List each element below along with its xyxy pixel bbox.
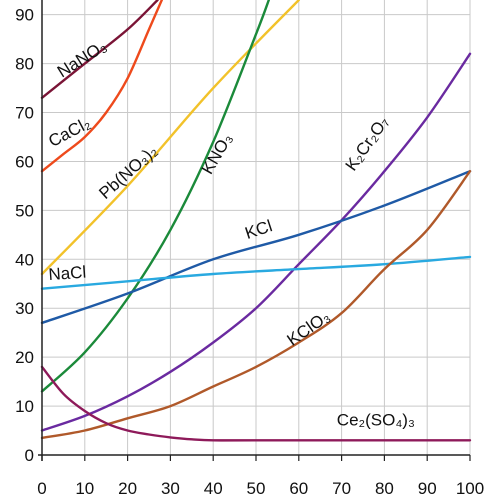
x-tick-label: 60 [289,479,308,498]
y-tick-label: 90 [15,6,34,25]
x-tick-label: 20 [118,479,137,498]
series-line-cacl2 [40,0,163,173]
y-tick-label: 50 [15,201,34,220]
x-tick-label: 90 [418,479,437,498]
y-tick-label: 70 [15,104,34,123]
series-line-k2cr2o7 [40,52,472,432]
y-tick-label: 40 [15,250,34,269]
y-tick-label: 10 [15,397,34,416]
series-line-nano3 [40,0,159,99]
tick-layer: 0 10 20 30 40 50 60 70 80 90 100 0 10 20 30 40 50 60 70 80 9… [15,0,484,498]
y-tick-label: 30 [15,299,34,318]
series-line-kcl [40,170,472,325]
x-tick-label: 10 [75,479,94,498]
series-line-pb-no3-2 [40,0,300,276]
grid-layer [41,0,471,456]
series-line-kno3 [40,0,270,393]
series-label: NaCl [48,263,87,285]
x-tick-label: 100 [456,479,484,498]
series-line-ce2-so4-3 [40,365,472,442]
y-tick-label: 60 [15,152,34,171]
x-tick-label: 40 [204,479,223,498]
y-tick-label: 20 [15,348,34,367]
series-line-nacl [40,255,472,290]
y-tick-label: 0 [25,446,34,465]
y-tick-label: 80 [15,55,34,74]
x-tick-label: 30 [161,479,180,498]
x-tick-label: 80 [375,479,394,498]
series-layer [40,0,472,442]
x-tick-label: 70 [332,479,351,498]
x-tick-label: 0 [37,479,46,498]
x-tick-label: 50 [247,479,266,498]
series-line-kclo3 [40,170,472,440]
series-label: Ce₂(SO₄)₃ [337,411,415,430]
